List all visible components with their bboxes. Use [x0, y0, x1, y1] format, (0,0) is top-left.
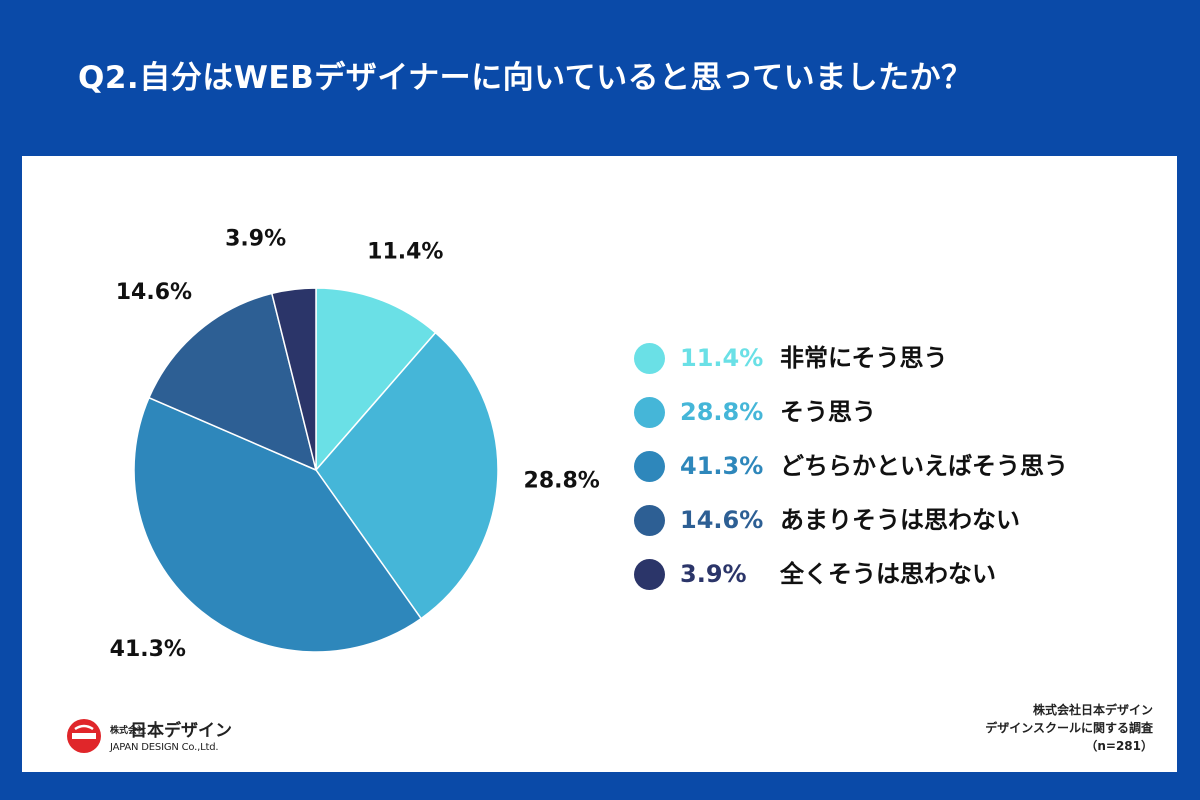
- logo-company-ja: 株式会社日本デザイン: [110, 716, 232, 741]
- legend-swatch: [634, 343, 665, 374]
- legend-swatch: [634, 505, 665, 536]
- pie-data-label: 28.8%: [524, 469, 600, 494]
- legend: 11.4% 非常にそう思う 28.8% そう思う 41.3% どちらかといえばそ…: [634, 341, 1154, 611]
- legend-swatch: [634, 559, 665, 590]
- chart-title: Q2.自分はWEBデザイナーに向いていると思っていましたか？: [78, 60, 973, 96]
- legend-percentage: 11.4%: [680, 344, 764, 372]
- legend-percentage: 28.8%: [680, 398, 764, 426]
- pie-slice: [315, 331, 499, 620]
- pie-data-label: 3.9%: [225, 227, 286, 252]
- legend-percentage: 14.6%: [680, 506, 764, 534]
- legend-label: 非常にそう思う: [780, 344, 948, 372]
- legend-label: どちらかといえばそう思う: [780, 452, 1068, 480]
- legend-label: あまりそうは思わない: [780, 506, 1020, 534]
- logo-company-name: 日本デザイン: [130, 721, 232, 741]
- pie-slice: [133, 396, 423, 653]
- source-note: 株式会社日本デザイン デザインスクールに関する調査 （n=281）: [985, 701, 1153, 755]
- legend-percentage: 41.3%: [680, 452, 764, 480]
- pie-data-label: 14.6%: [116, 280, 192, 305]
- legend-item: 3.9% 全くそうは思わない: [634, 557, 1154, 611]
- source-line-3: （n=281）: [1085, 739, 1153, 753]
- pie-data-label: 41.3%: [110, 637, 186, 662]
- pie-chart: 11.4% 28.8% 41.3% 14.6% 3.9%: [110, 227, 600, 662]
- legend-item: 14.6% あまりそうは思わない: [634, 503, 1154, 557]
- legend-swatch: [634, 397, 665, 428]
- legend-item: 28.8% そう思う: [634, 395, 1154, 449]
- legend-swatch: [634, 451, 665, 482]
- logo-company-en: JAPAN DESIGN Co.,Ltd.: [110, 742, 219, 753]
- source-line-1: 株式会社日本デザイン: [1032, 703, 1153, 717]
- logo-company-small: 株式会社: [110, 725, 147, 736]
- legend-item: 41.3% どちらかといえばそう思う: [634, 449, 1154, 503]
- logo-mark-icon: [67, 719, 101, 753]
- legend-percentage: 3.9%: [680, 560, 747, 588]
- chart-panel: 11.4% 28.8% 41.3% 14.6% 3.9% 11.4% 非常にそう思う 2…: [22, 156, 1177, 772]
- legend-label: 全くそうは思わない: [780, 560, 996, 588]
- pie-data-label: 11.4%: [367, 240, 443, 265]
- source-line-2: デザインスクールに関する調査: [985, 721, 1153, 735]
- pie-slice: [315, 287, 437, 473]
- legend-label: そう思う: [780, 398, 876, 426]
- legend-item: 11.4% 非常にそう思う: [634, 341, 1154, 395]
- company-logo: 株式会社日本デザイン JAPAN DESIGN Co.,Ltd.: [44, 704, 234, 762]
- pie-slice: [270, 287, 317, 471]
- pie-slice: [147, 292, 318, 472]
